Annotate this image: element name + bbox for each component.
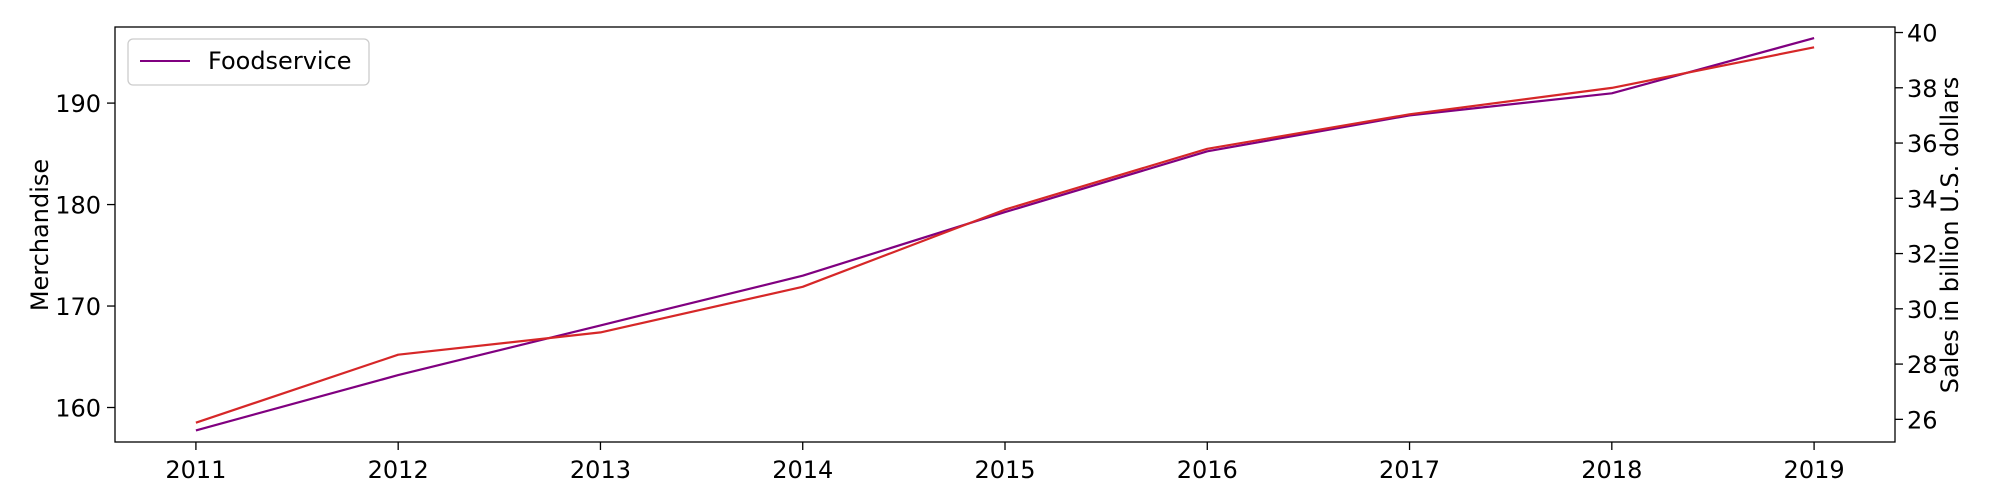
x-tick-label: 2014 [772,456,833,484]
series-line-merchandise [195,46,1815,424]
x-tick-label: 2012 [368,456,429,484]
left-y-tick-label: 190 [55,90,101,118]
x-tick-label: 2016 [1177,456,1238,484]
right-y-tick-label: 32 [1907,241,1938,269]
x-tick-label: 2013 [570,456,631,484]
left-y-tick-label: 170 [55,293,101,321]
right-y-tick-label: 28 [1907,351,1938,379]
right-y-tick-label: 34 [1907,185,1938,213]
right-y-tick-label: 38 [1907,75,1938,103]
series-line-foodservice [195,37,1815,432]
right-y-tick-label: 36 [1907,130,1938,158]
right-y-tick-label: 26 [1907,406,1938,434]
legend-box [127,38,370,86]
series-lines [195,37,1815,432]
left-y-tick-label: 180 [55,192,101,220]
x-tick-label: 2019 [1784,456,1845,484]
legend: Foodservice [127,38,370,86]
left-y-axis: 160 170 180 190 [55,90,115,423]
x-axis: 2011 2012 2013 2014 2015 2016 2017 2018 2019 [165,442,1845,484]
x-tick-label: 2017 [1379,456,1440,484]
right-y-axis-title: Sales in billion U.S. dollars [1936,77,1964,393]
right-y-axis: 26 28 30 32 34 36 38 40 [1895,20,1938,434]
legend-label-foodservice: Foodservice [208,47,352,75]
left-y-axis-title: Merchandise [26,159,54,311]
right-y-tick-label: 40 [1907,20,1938,48]
right-y-tick-label: 30 [1907,296,1938,324]
x-tick-label: 2018 [1581,456,1642,484]
x-tick-label: 2011 [165,456,226,484]
x-tick-label: 2015 [974,456,1035,484]
left-y-tick-label: 160 [55,395,101,423]
